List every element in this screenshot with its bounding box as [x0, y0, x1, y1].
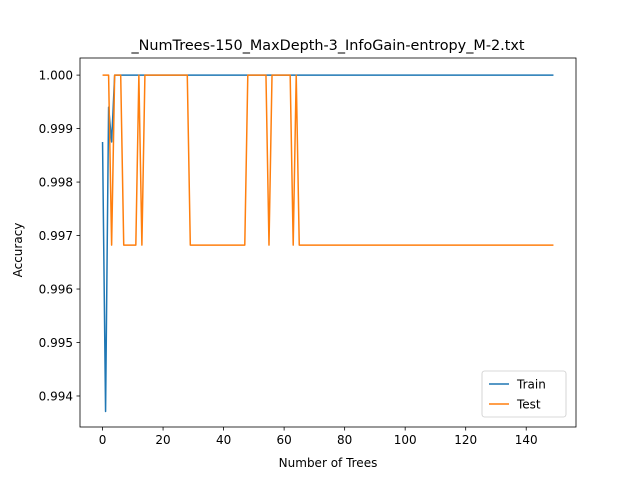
- axes-frame: [79, 57, 577, 428]
- chart-title: _NumTrees-150_MaxDepth-3_InfoGain-entrop…: [130, 38, 524, 54]
- legend-label-train: Train: [516, 377, 546, 391]
- x-tick-label: 60: [276, 433, 291, 447]
- x-tick-label: 80: [337, 433, 352, 447]
- x-axis-label: Number of Trees: [279, 456, 378, 470]
- plot-area: [79, 57, 577, 428]
- x-tick-label: 40: [216, 433, 231, 447]
- x-tick-label: 0: [99, 433, 107, 447]
- y-tick-label: 0.996: [39, 282, 73, 296]
- y-tick-label: 0.997: [39, 229, 73, 243]
- y-axis-label: Accuracy: [11, 223, 25, 278]
- y-tick-label: 0.994: [39, 389, 73, 403]
- x-tick-label: 20: [155, 433, 170, 447]
- y-tick-label: 1.000: [39, 68, 73, 82]
- y-tick-label: 0.995: [39, 336, 73, 350]
- x-axis-ticks: 0 20 40 60 80 100 120 140: [99, 427, 538, 447]
- legend: Train Test: [481, 370, 567, 418]
- series-line-train: [101, 74, 554, 413]
- y-tick-label: 0.999: [39, 122, 73, 136]
- x-tick-label: 100: [394, 433, 417, 447]
- x-tick-label: 140: [515, 433, 538, 447]
- x-tick-label: 120: [454, 433, 477, 447]
- y-tick-label: 0.998: [39, 175, 73, 189]
- y-axis-ticks: 0.994 0.995 0.996 0.997 0.998 0.999 1.000: [39, 68, 80, 403]
- legend-box: [481, 370, 567, 418]
- series-line-test: [102, 74, 554, 246]
- legend-label-test: Test: [516, 397, 541, 411]
